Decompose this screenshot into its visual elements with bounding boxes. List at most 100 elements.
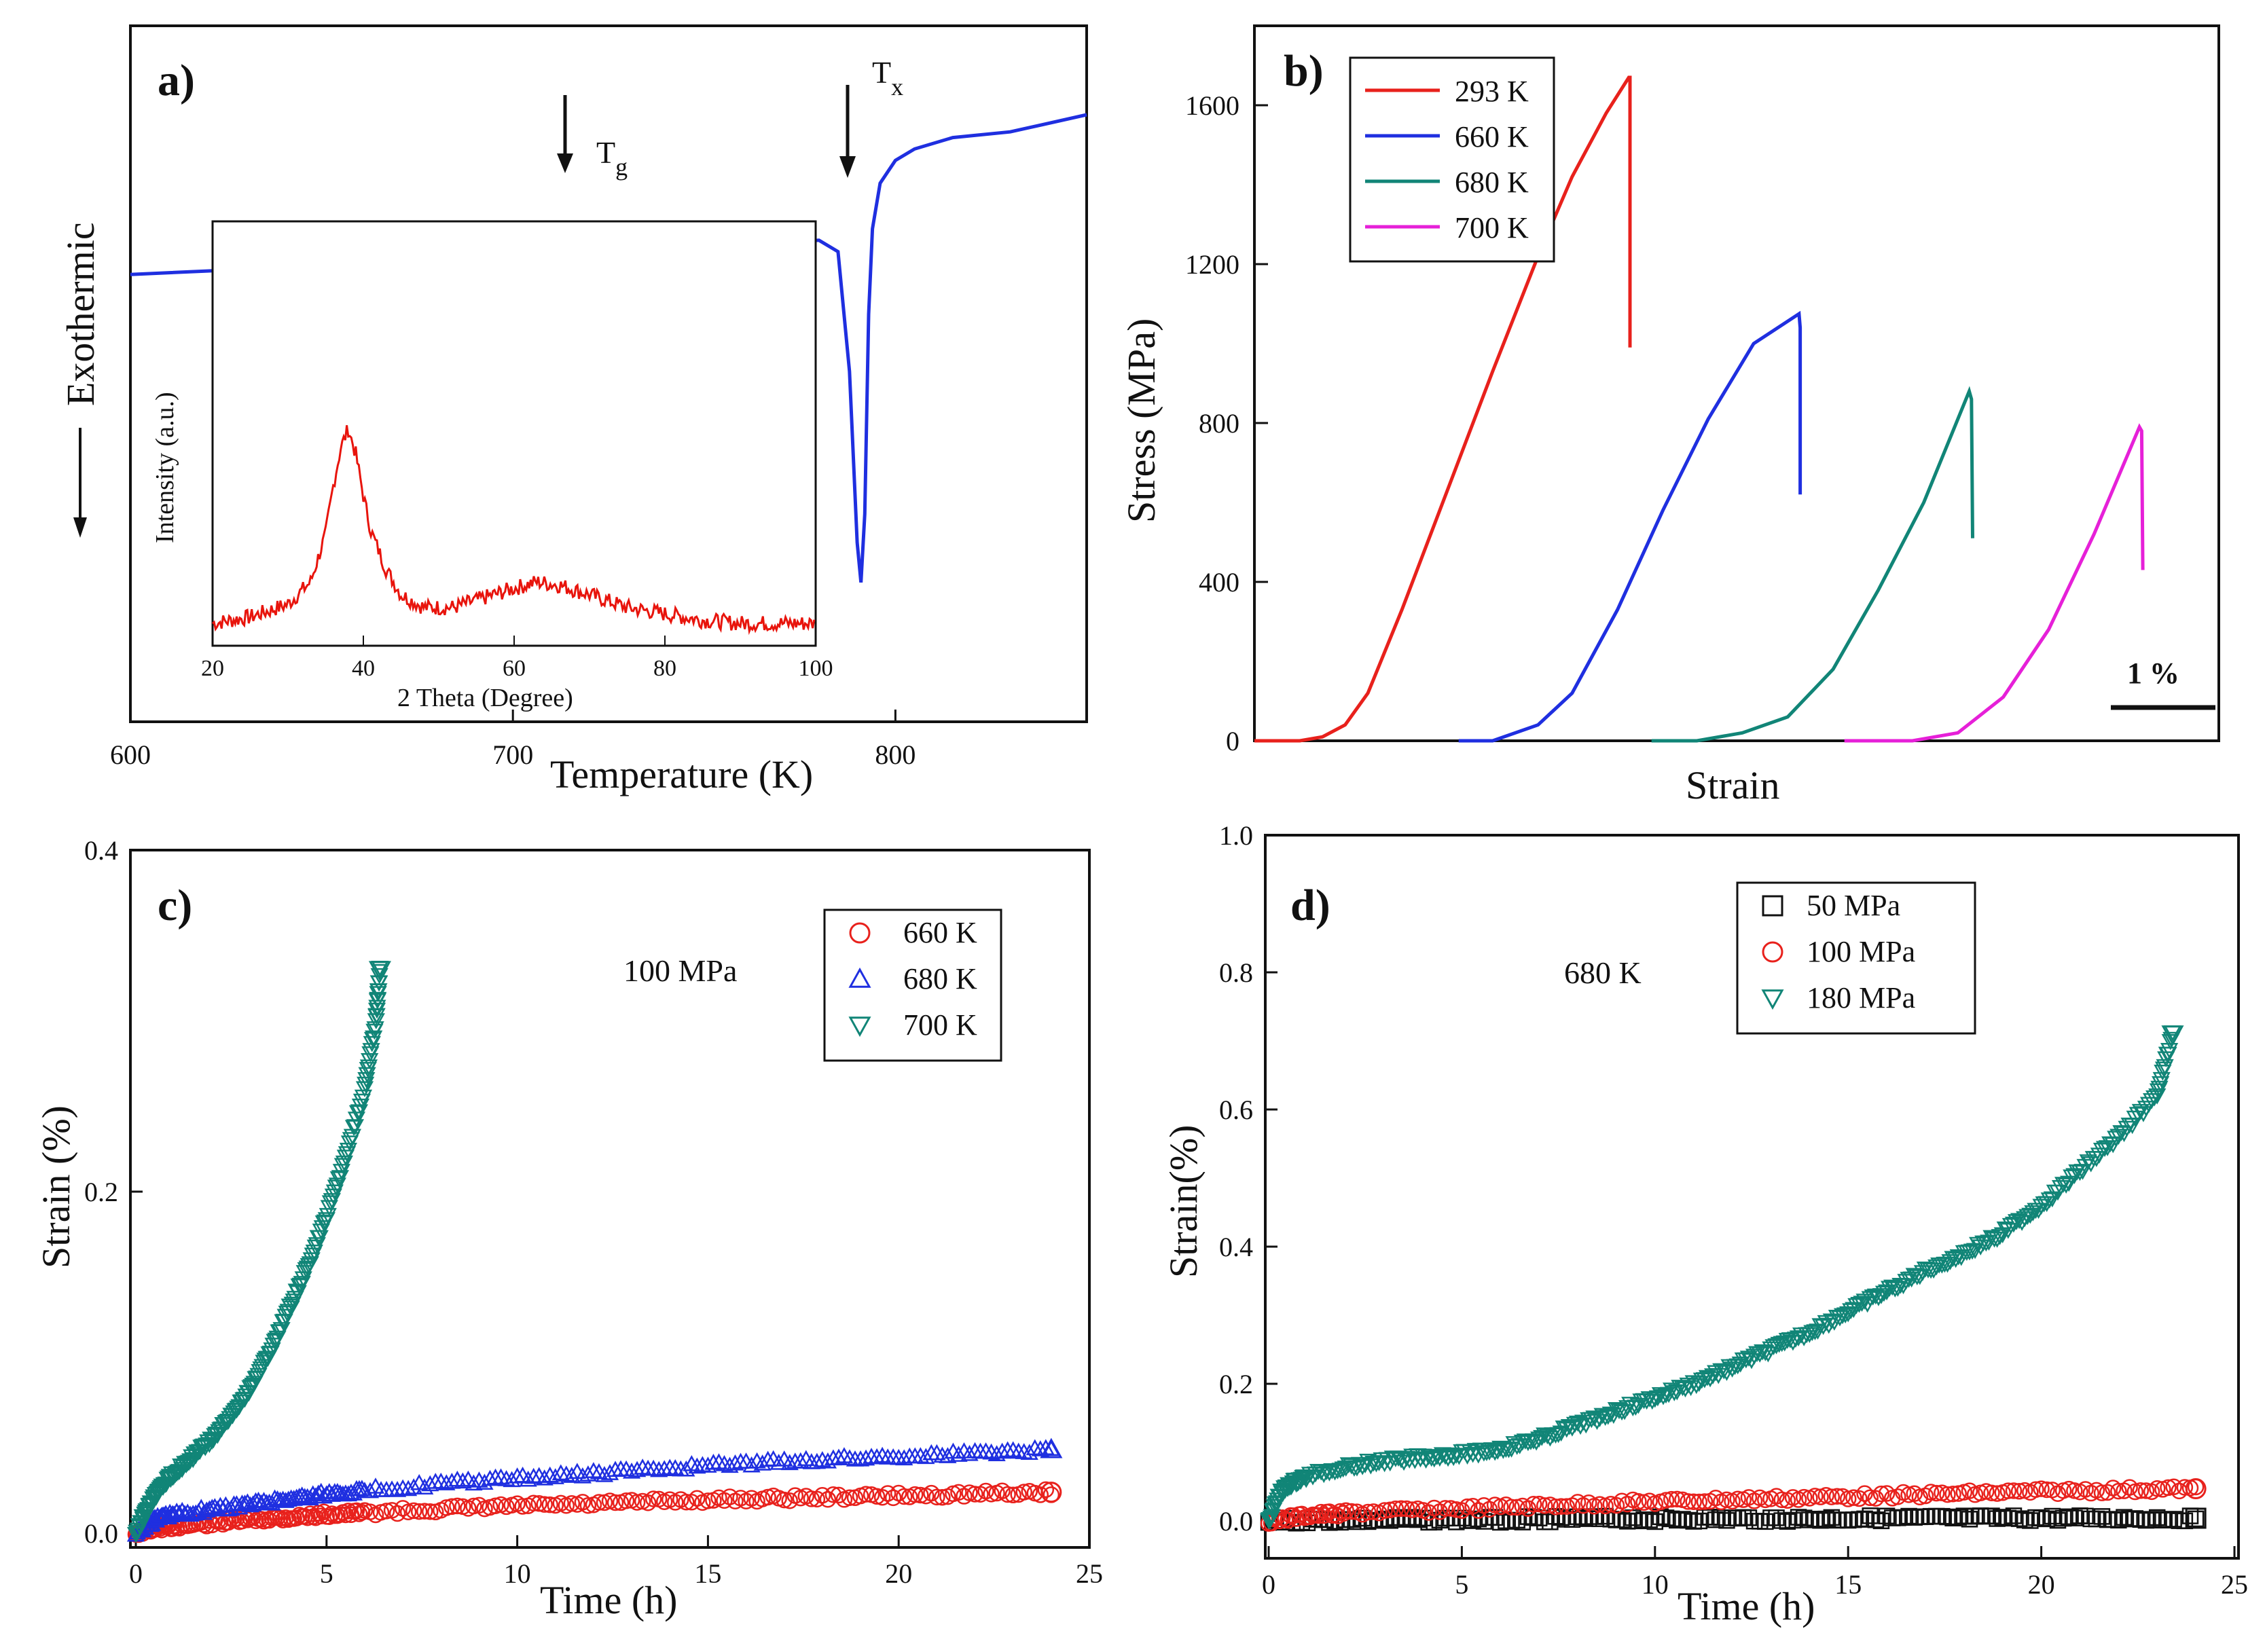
panel-c-data-marker (179, 1503, 197, 1520)
panel-d-data-marker (1922, 1484, 1940, 1501)
panel-b-x-label: Strain (1686, 763, 1780, 807)
panel-d-data-marker (1994, 1509, 2011, 1526)
panel-d-data-marker (1839, 1511, 1857, 1529)
panel-d-data-marker (1648, 1390, 1667, 1407)
panel-d-data-marker (1582, 1412, 1601, 1429)
panel-d-data-marker (1740, 1509, 1758, 1526)
panel-d-data-marker (1680, 1511, 1697, 1529)
panel-c-data-marker (873, 1488, 891, 1506)
panel-b-legend: 293 K 660 K 680 K 700 K (1349, 56, 1555, 263)
panel-d-data-marker (1553, 1498, 1570, 1515)
panel-c-data-marker (700, 1492, 717, 1509)
panel-b-legend-label: 700 K (1455, 211, 1529, 244)
panel-a-x-label: Temperature (K) (550, 752, 813, 796)
panel-c-data-marker (236, 1494, 254, 1511)
panel-c-data-marker (791, 1452, 810, 1469)
panel-d-data-marker (2165, 1511, 2182, 1528)
panel-d-data-marker (1618, 1495, 1636, 1513)
panel-c-frame (129, 849, 1091, 1549)
panel-c-data-marker (541, 1466, 559, 1483)
panel-d-data-marker (2010, 1483, 2028, 1500)
panel-c-data-marker (841, 1489, 858, 1506)
panel-c-data-marker (677, 1460, 695, 1477)
panel-b-label: b) (1284, 46, 1324, 96)
panel-c-y-tick-label: 0.0 (84, 1518, 118, 1549)
panel-d-data-marker (1481, 1501, 1498, 1518)
panel-c-data-marker (867, 1448, 886, 1465)
panel-d-data-marker (1989, 1510, 2006, 1527)
panel-c-data-marker (873, 1446, 892, 1463)
panel-d-data-marker (1553, 1509, 1570, 1526)
panel-d-data-marker (1663, 1510, 1680, 1528)
panel-b-y-tick-label: 400 (1199, 567, 1239, 598)
panel-c-x-tick-label: 15 (694, 1558, 721, 1589)
tg-arrow (557, 95, 573, 173)
panel-d-data-marker (1927, 1507, 1945, 1525)
panel-c-data-marker (546, 1468, 564, 1484)
panel-b-curve-293k (1254, 75, 1632, 743)
panel-d-data-marker (1486, 1509, 1504, 1526)
panel-d-data-marker (2148, 1088, 2167, 1105)
panel-c-data-marker (1020, 1444, 1038, 1461)
panel-d-data-marker (1593, 1408, 1612, 1425)
panel-d-data-marker (1972, 1507, 1989, 1524)
panel-d-y-label: Strain(%) (1161, 1125, 1206, 1279)
panel-d-data-marker (1426, 1513, 1443, 1530)
panel-d-data-marker (1779, 1513, 1796, 1530)
panel-c-data-marker (830, 1486, 848, 1504)
panel-c-data-marker (361, 1482, 380, 1499)
panel-c-data-marker (557, 1465, 575, 1482)
panel-a-x-tick-label: 600 (110, 739, 151, 770)
panel-d-data-marker (1536, 1497, 1553, 1514)
panel-d-data-marker (1646, 1513, 1664, 1530)
panel-d-data-marker (1436, 1500, 1454, 1517)
panel-c-data-marker (551, 1464, 570, 1481)
panel-c-data-marker (982, 1443, 1000, 1460)
panel-c-data-marker (808, 1490, 826, 1508)
strain-scalebar: 1 % (2111, 657, 2215, 710)
panel-d-end-marker (2185, 1478, 2207, 1500)
panel-a-y-label: Exothermic (58, 222, 103, 406)
panel-d-data-marker (1326, 1464, 1344, 1481)
panel-d-data-marker (1751, 1513, 1769, 1530)
panel-c-data-marker (960, 1445, 979, 1461)
panel-c-x-tick-label: 0 (129, 1558, 143, 1589)
panel-d-data-marker (2165, 1478, 2182, 1496)
panel-c-label: c) (158, 881, 192, 930)
panel-c-data-marker (487, 1497, 504, 1514)
panel-c-series-700k (126, 960, 391, 1543)
panel-c-data-marker (350, 1104, 369, 1120)
panel-b-curve-680k (1651, 386, 1974, 743)
panel-d-data-marker (1872, 1485, 1890, 1503)
panel-c-data-marker (492, 1468, 510, 1485)
panel-c-data-marker (650, 1461, 668, 1477)
panel-d-data-marker (1381, 1501, 1399, 1519)
panel-a-x-ticks: 600 700 800 (110, 710, 916, 770)
panel-d-legend: 50 MPa 100 MPa 180 MPa (1736, 881, 1976, 1035)
panel-d-data-marker (1599, 1409, 1617, 1425)
panel-d-data-marker (1757, 1513, 1774, 1530)
panel-c-data-marker (579, 1465, 598, 1482)
panel-c-data-marker (726, 1454, 744, 1471)
panel-d-data-marker (2005, 1482, 2023, 1499)
panel-d-data-marker (1376, 1502, 1393, 1519)
panel-c-x-tick-label: 10 (504, 1558, 531, 1589)
panel-d-data-marker (1371, 1511, 1388, 1529)
panel-d-data-marker (1464, 1498, 1481, 1515)
panel-c-data-marker (1032, 1486, 1049, 1503)
panel-d-data-marker (1989, 1485, 2006, 1502)
panel-d-data-marker (1690, 1493, 1708, 1511)
panel-d-data-marker (1315, 1467, 1333, 1484)
panel-d-data-marker (2137, 1482, 2155, 1499)
panel-c-data-marker (655, 1460, 674, 1476)
panel-c-data-marker (950, 1484, 967, 1501)
panel-d-data-marker (2066, 1509, 2083, 1526)
panel-c-data-marker (339, 1142, 358, 1159)
panel-d-data-marker (1549, 1427, 1568, 1444)
panel-d-x-tick-label: 0 (1262, 1569, 1275, 1600)
panel-d-data-marker (2126, 1510, 2143, 1527)
panel-c-legend-label: 680 K (903, 962, 977, 995)
panel-c-data-marker (829, 1448, 848, 1465)
panel-c-x-tick-label: 5 (320, 1558, 333, 1589)
panel-d-data-marker (1470, 1502, 1487, 1519)
